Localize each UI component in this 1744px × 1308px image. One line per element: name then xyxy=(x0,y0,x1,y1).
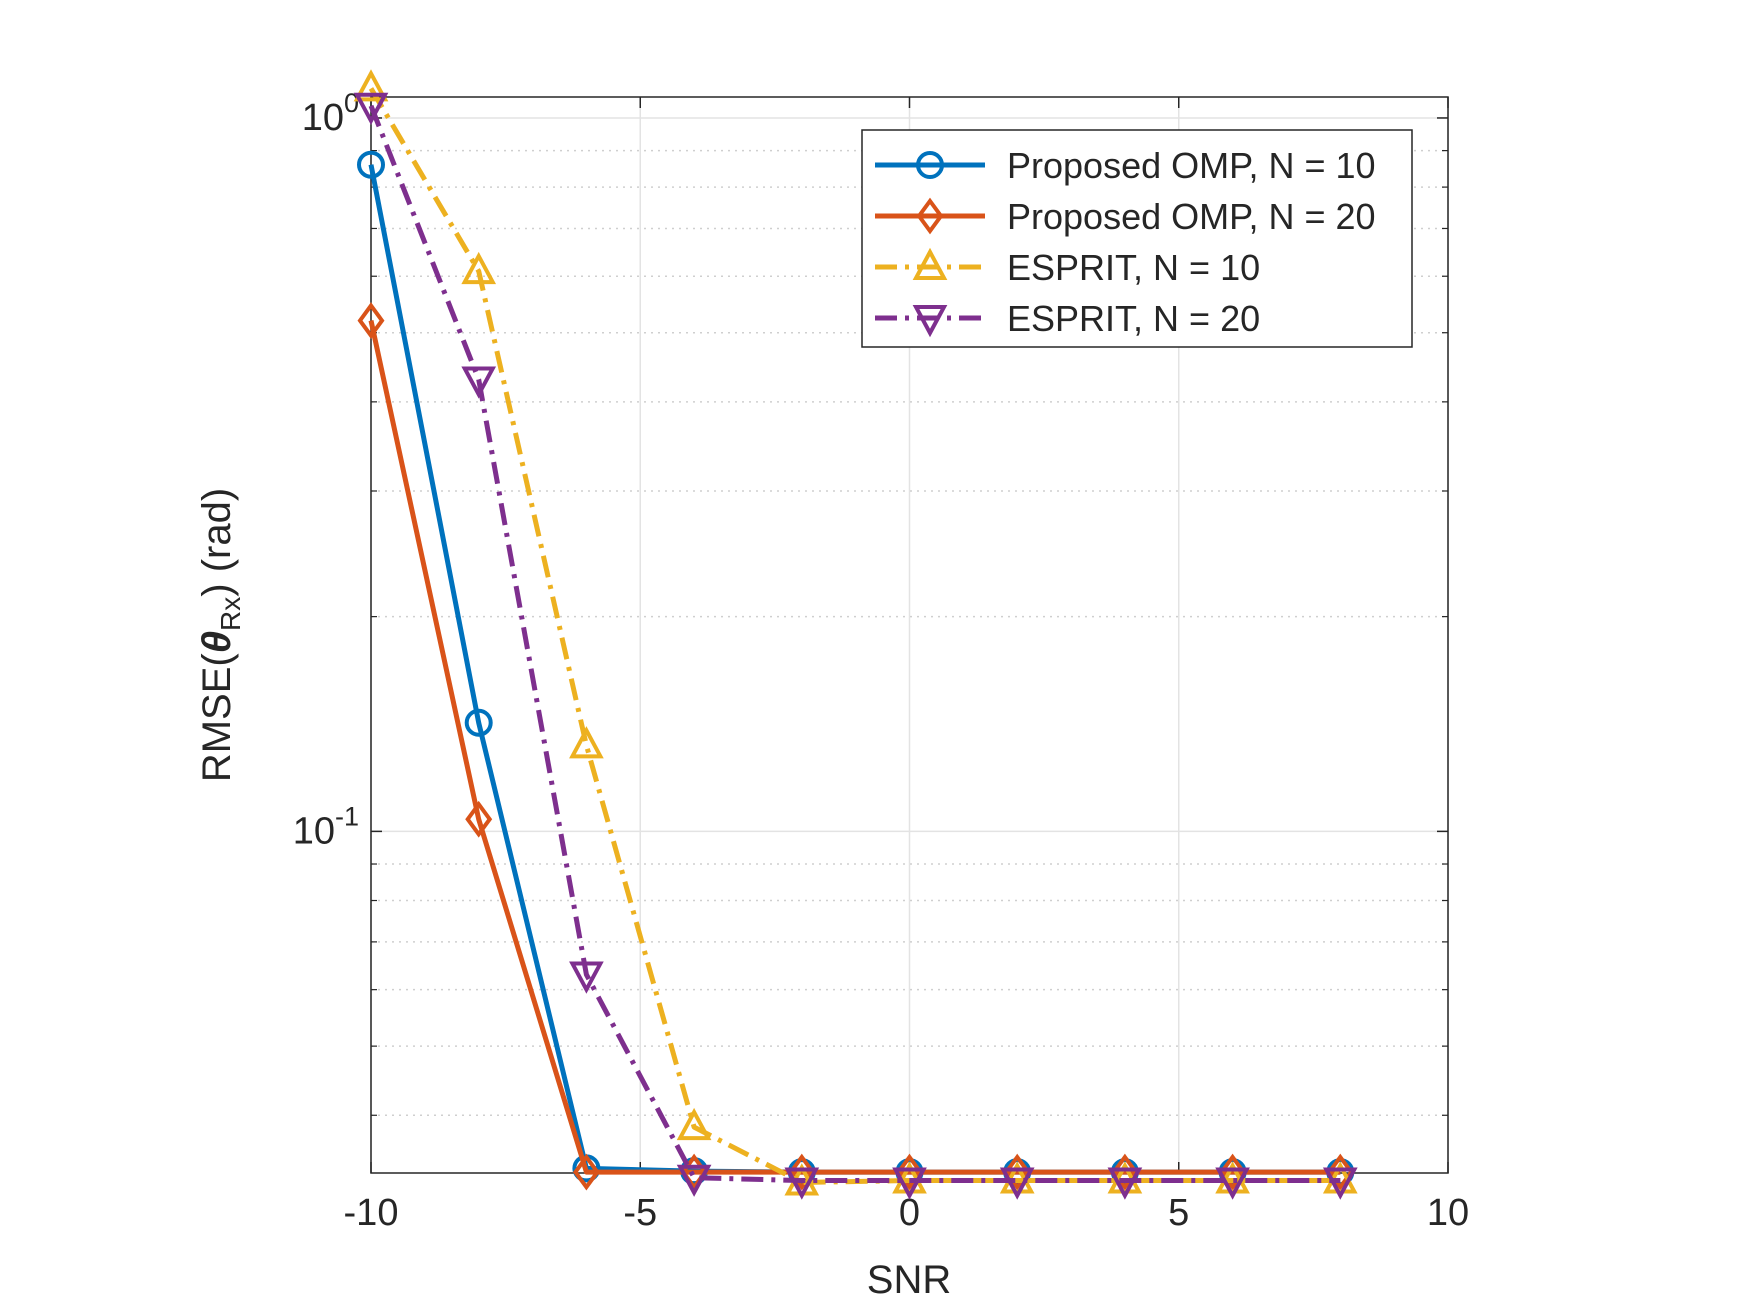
y-tick-label: 10-1 xyxy=(293,801,359,852)
legend-label: ESPRIT, N = 20 xyxy=(1007,298,1260,339)
x-tick-label: 10 xyxy=(1427,1192,1469,1234)
legend-label: ESPRIT, N = 10 xyxy=(1007,247,1260,288)
y-tick-label-exponent: -1 xyxy=(335,801,359,831)
data-point-marker xyxy=(1322,1167,1358,1200)
legend-label: Proposed OMP, N = 20 xyxy=(1007,196,1376,237)
data-point-marker xyxy=(999,1167,1035,1200)
legend-entry: Proposed OMP, N = 10 xyxy=(875,145,1376,186)
legend-marker xyxy=(912,247,948,280)
data-point-marker xyxy=(1107,1167,1143,1200)
x-tick-label: 0 xyxy=(899,1192,920,1234)
data-point-marker xyxy=(464,708,493,737)
y-axis-label-symbol: θ xyxy=(195,631,239,653)
data-point-marker xyxy=(676,1164,712,1197)
y-tick-label-base: 10 xyxy=(293,810,335,852)
y-tick-label-exponent: 0 xyxy=(344,88,359,118)
data-point-marker xyxy=(1215,1167,1250,1200)
legend: Proposed OMP, N = 10 Proposed OMP, N = 20… xyxy=(861,129,1413,348)
data-point-marker xyxy=(569,726,604,759)
x-tick-label: -5 xyxy=(623,1192,657,1234)
data-point-marker xyxy=(1111,1153,1139,1191)
y-tick-label-base: 10 xyxy=(302,97,344,139)
data-point-marker xyxy=(896,1153,923,1191)
legend-marker xyxy=(916,151,944,179)
data-point-marker xyxy=(353,92,389,126)
data-point-marker xyxy=(676,1107,712,1141)
legend-entry: ESPRIT, N = 20 xyxy=(875,298,1260,339)
series-line xyxy=(368,320,1341,1175)
y-axis-label-suffix: ) (rad) xyxy=(195,488,239,597)
legend-label: Proposed OMP, N = 10 xyxy=(1007,145,1376,186)
x-tick-label: -10 xyxy=(344,1192,399,1234)
x-tick-label: 5 xyxy=(1168,1192,1189,1234)
data-point-marker xyxy=(788,1153,816,1191)
y-axis-label: RMSE(θRx) (rad) xyxy=(195,488,246,782)
y-axis-label-prefix: RMSE( xyxy=(195,653,239,783)
data-point-marker xyxy=(465,800,493,838)
series-line xyxy=(368,104,1341,1184)
data-point-marker xyxy=(461,251,497,285)
series-4 xyxy=(353,92,1358,1200)
data-point-marker xyxy=(1003,1153,1031,1191)
legend-entry: ESPRIT, N = 10 xyxy=(875,247,1260,288)
data-point-marker xyxy=(572,1153,600,1191)
data-point-marker xyxy=(461,366,497,399)
y-axis-label-subscript: Rx xyxy=(215,597,246,631)
data-point-marker xyxy=(892,1167,927,1200)
legend-marker xyxy=(912,305,948,338)
legend-marker xyxy=(916,197,944,235)
series xyxy=(353,69,1358,1200)
data-point-marker xyxy=(353,69,389,102)
data-point-marker xyxy=(1326,1153,1354,1191)
data-point-marker xyxy=(569,961,604,994)
data-point-marker xyxy=(784,1167,820,1200)
data-point-marker xyxy=(357,150,385,179)
x-axis-label: SNR xyxy=(867,1258,951,1302)
data-point-marker xyxy=(357,302,385,339)
data-point-marker xyxy=(1219,1153,1247,1191)
legend-entry: Proposed OMP, N = 20 xyxy=(875,196,1376,237)
